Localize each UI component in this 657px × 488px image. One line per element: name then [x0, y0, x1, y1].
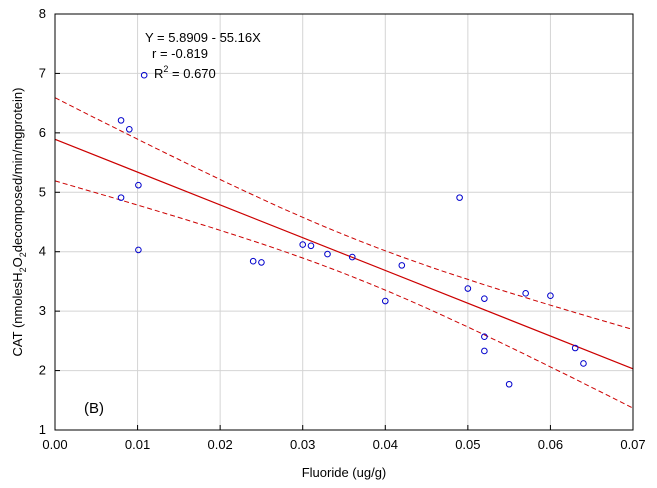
y-tick-label: 1	[39, 422, 46, 437]
data-point	[381, 297, 389, 305]
data-point	[464, 285, 472, 292]
data-point	[126, 125, 133, 133]
y-tick-label: 7	[39, 65, 46, 80]
data-point	[117, 117, 125, 124]
y-tick-label: 5	[39, 184, 46, 199]
data-point	[324, 250, 331, 258]
y-axis-ticks: 1 2 3 4 5 6 7 8	[39, 6, 60, 437]
x-tick-label: 0.05	[455, 437, 480, 452]
data-point	[481, 295, 488, 302]
upper-confidence-line	[54, 97, 634, 330]
x-tick-label: 0.06	[538, 437, 563, 452]
y-tick-label: 4	[39, 244, 46, 259]
r-squared: R2 = 0.670	[154, 64, 216, 81]
data-point	[258, 259, 265, 266]
regression-equation: Y = 5.8909 - 55.16X	[145, 30, 261, 45]
x-tick-label: 0.03	[290, 437, 315, 452]
regression-line	[54, 138, 634, 370]
correlation-r: r = -0.819	[152, 46, 208, 61]
confidence-band	[54, 97, 634, 409]
y-tick-label: 6	[39, 125, 46, 140]
x-tick-label: 0.01	[125, 437, 150, 452]
data-point	[571, 344, 579, 352]
data-point	[348, 253, 356, 261]
data-point	[580, 360, 587, 367]
data-point	[307, 242, 315, 250]
regression-line-group	[54, 138, 634, 370]
x-tick-label: 0.02	[207, 437, 232, 452]
data-point	[547, 292, 554, 299]
data-point	[117, 194, 125, 201]
y-tick-label: 2	[39, 363, 46, 378]
data-point	[456, 194, 463, 201]
y-tick-label: 8	[39, 6, 46, 21]
data-point	[140, 71, 148, 79]
data-point	[505, 380, 513, 388]
x-axis-ticks: 0.00 0.01 0.02 0.03 0.04 0.05 0.06 0.07	[42, 425, 646, 452]
grid-lines	[55, 14, 633, 430]
data-point	[481, 347, 488, 355]
data-point	[522, 290, 529, 297]
x-tick-label: 0.07	[620, 437, 645, 452]
plot-frame	[54, 13, 634, 431]
x-tick-label: 0.00	[42, 437, 67, 452]
data-point	[299, 241, 307, 248]
panel-label: (B)	[84, 400, 104, 417]
lower-confidence-line	[54, 180, 634, 409]
y-axis-label: CAT (nmolesH2O2decomposed/min/mgprotein)	[10, 88, 28, 357]
data-point	[398, 262, 406, 269]
data-point	[135, 246, 142, 254]
data-point	[481, 333, 488, 340]
x-tick-label: 0.04	[373, 437, 398, 452]
data-point	[135, 181, 142, 189]
y-tick-label: 3	[39, 303, 46, 318]
data-points	[117, 71, 587, 388]
x-axis-label: Fluoride (ug/g)	[302, 465, 387, 480]
data-point	[249, 257, 257, 265]
